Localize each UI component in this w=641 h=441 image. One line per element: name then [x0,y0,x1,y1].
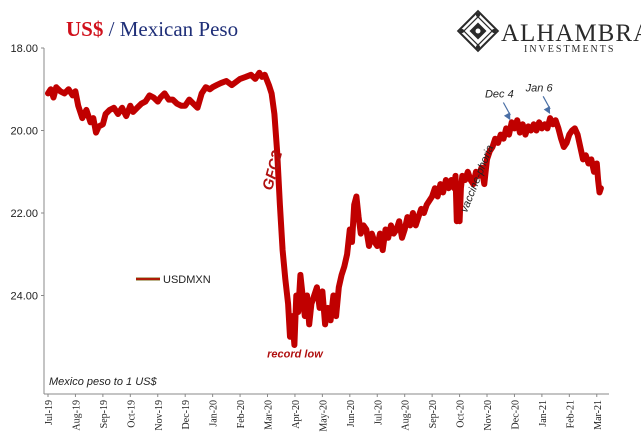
x-tick-label: Mar-21 [593,400,604,430]
x-tick-label: Feb-20 [236,400,247,428]
chart-subtitle: Mexico peso to 1 US$ [49,376,157,388]
legend-label: USDMXN [163,274,211,286]
x-tick-label: Aug-20 [401,400,412,431]
series-line-usdmxn [45,69,604,348]
y-tick-label: 24.00 [10,291,38,303]
x-tick-label: Oct-20 [456,400,467,428]
x-tick-label: May-20 [318,400,329,432]
brand-name: ALHAMBRA [501,20,641,47]
annotation-gfc2: GFC2 [259,148,286,192]
x-tick-label: Dec-20 [510,400,521,429]
x-axis-ticks: Jul-19 Aug-19 Sep-19 Oct-19 Nov-19 Dec-19 Jan-… [44,394,604,432]
annotation-record-low: record low [267,348,324,360]
title-part1: US$ [66,17,103,41]
annotation-dec-4: Dec 4 [485,89,514,101]
x-tick-label: Jul-19 [44,400,55,425]
x-tick-label: Sep-19 [99,400,110,428]
annotation-jan-6: Jan 6 [525,82,554,94]
x-tick-label: Jun-20 [346,400,357,427]
arrow-head-icon [543,106,551,114]
x-tick-label: Feb-21 [565,400,576,428]
title-part2: Mexican Peso [120,17,238,41]
chart-title: US$ / Mexican Peso [66,17,238,41]
x-tick-label: Sep-20 [428,400,439,428]
x-tick-label: Mar-20 [264,400,275,430]
x-tick-label: Aug-19 [71,400,82,431]
logo-emblem-icon [456,9,500,53]
arrow-head-icon [503,112,511,121]
series-layer [45,69,604,348]
y-axis-ticks: 18.00 20.00 22.00 24.00 [10,43,44,303]
x-tick-label: Dec-19 [181,400,192,429]
x-tick-label: Apr-20 [291,400,302,429]
x-tick-label: Jan-21 [538,400,549,427]
y-tick-label: 18.00 [10,43,38,55]
title-sep: / [103,17,119,41]
brand-tagline: INVESTMENTS [524,44,615,55]
brand-logo: ALHAMBRA INVESTMENTS [456,9,641,55]
x-tick-label: Nov-20 [483,400,494,431]
x-tick-label: Jul-20 [373,400,384,425]
legend: USDMXN [136,274,211,286]
x-tick-label: Nov-19 [154,400,165,431]
y-tick-label: 22.00 [10,208,38,220]
x-tick-label: Oct-19 [126,400,137,428]
x-tick-label: Jan-20 [209,400,220,427]
y-tick-label: 20.00 [10,126,38,138]
